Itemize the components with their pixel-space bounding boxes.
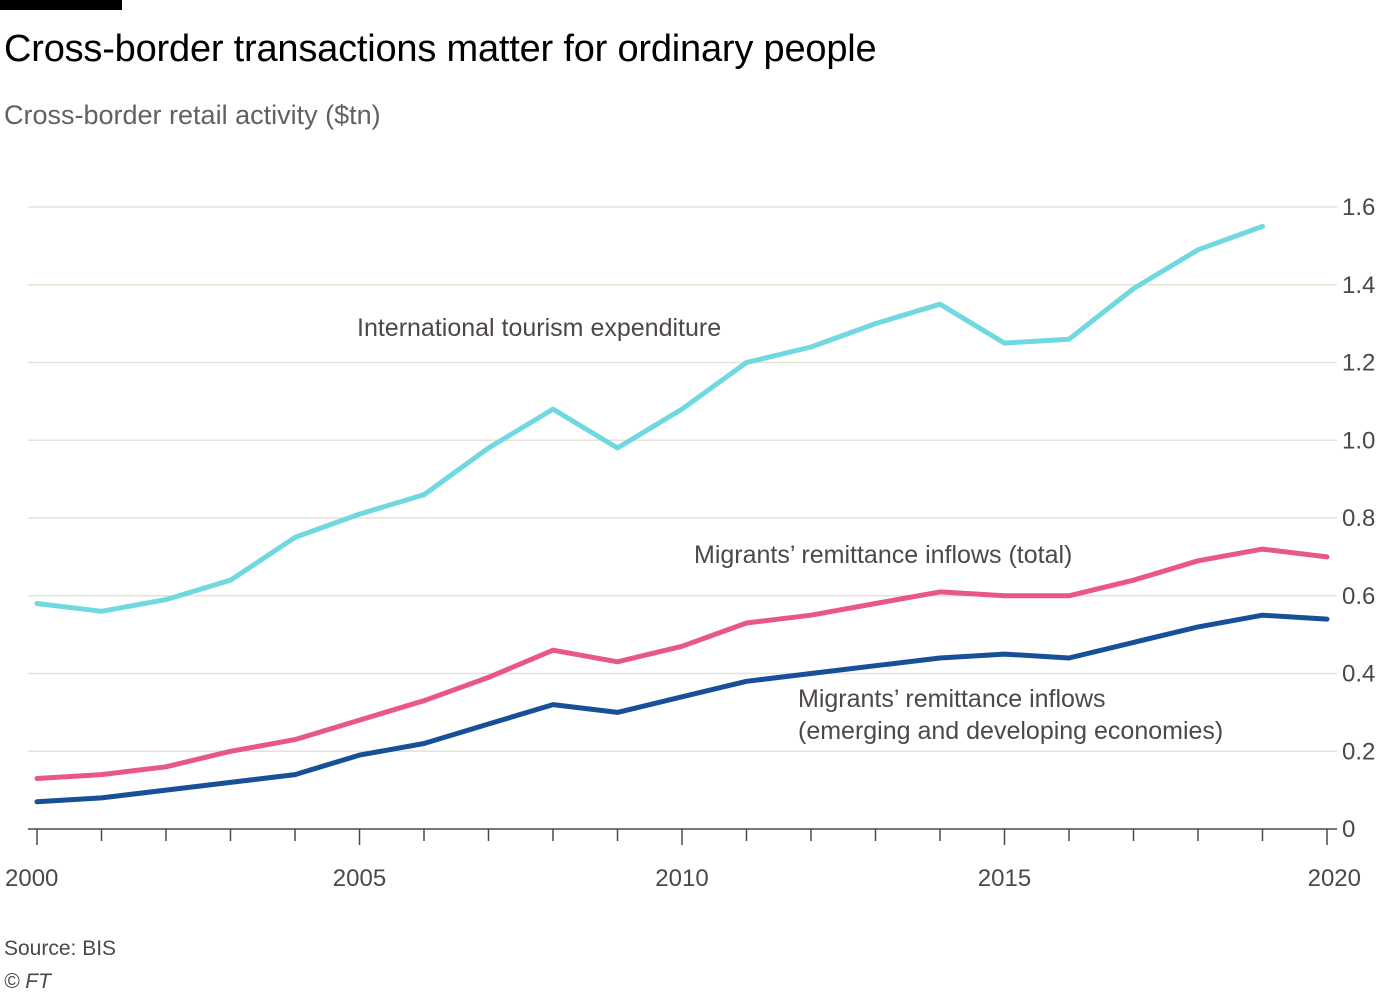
series-lines (34, 223, 1330, 805)
y-tick-label: 0 (1342, 816, 1355, 843)
y-tick-label: 1.6 (1342, 194, 1375, 221)
chart-title: Cross-border transactions matter for ord… (4, 28, 877, 70)
credit-note: © FT (4, 970, 51, 993)
x-tick-label: 2005 (333, 865, 386, 892)
series-label-remittance_emerging: (emerging and developing economies) (798, 717, 1223, 745)
series-label-tourism: International tourism expenditure (357, 314, 721, 342)
y-tick-label: 1.0 (1342, 427, 1375, 454)
series-label-remittance_emerging: Migrants’ remittance inflows (798, 685, 1106, 713)
gridlines (28, 206, 1337, 752)
series-line-remittance_emerging (34, 612, 1330, 805)
series-line-tourism (34, 223, 1265, 614)
chart-subtitle: Cross-border retail activity ($tn) (4, 100, 381, 130)
series-line-remittance_total (34, 546, 1330, 781)
source-note: Source: BIS (4, 937, 117, 960)
brand-bar (0, 0, 122, 10)
y-tick-label: 0.4 (1342, 661, 1375, 688)
series-label-remittance_total: Migrants’ remittance inflows (total) (694, 541, 1072, 569)
x-tick-label: 2020 (1308, 865, 1361, 892)
x-tick-label: 2000 (5, 865, 58, 892)
x-axis: 2000 2005 2010 2015 2020 (5, 828, 1361, 892)
y-tick-label: 0.6 (1342, 583, 1375, 610)
y-tick-label: 0.8 (1342, 505, 1375, 532)
x-tick-label: 2010 (655, 865, 708, 892)
y-tick-label: 1.4 (1342, 272, 1375, 299)
y-axis-labels: 0 0.2 0.4 0.6 0.8 1.0 1.2 1.4 1.6 (1342, 194, 1375, 843)
y-tick-label: 0.2 (1342, 738, 1375, 765)
y-tick-label: 1.2 (1342, 350, 1375, 377)
series-annotations: International tourism expenditure Migrant… (357, 314, 1223, 745)
x-tick-label: 2015 (978, 865, 1031, 892)
